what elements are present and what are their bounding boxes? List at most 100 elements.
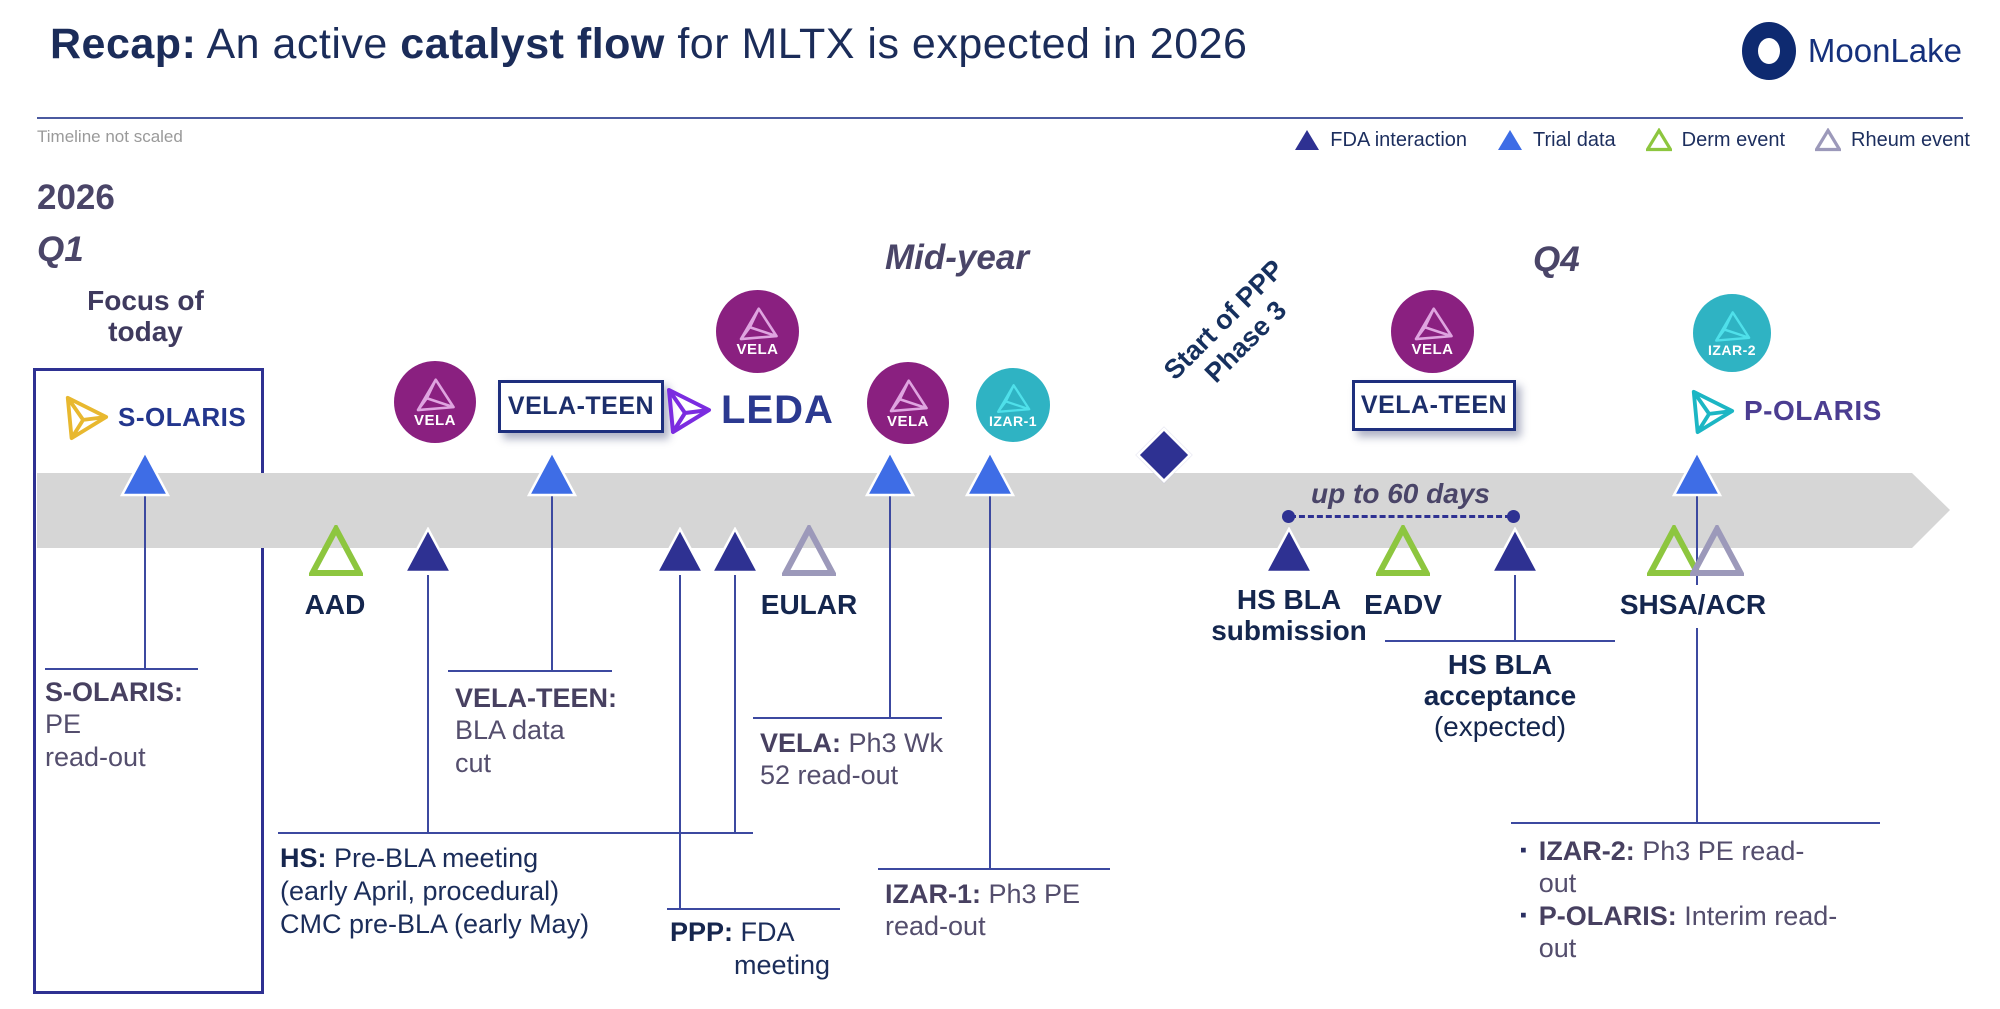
izar1-badge: IZAR-1 bbox=[976, 368, 1050, 442]
rheum-triangle-icon bbox=[1815, 128, 1842, 152]
trial-triangle-polaris bbox=[1672, 450, 1722, 497]
aad-label: AAD bbox=[304, 589, 366, 620]
rheum-triangle-acr bbox=[1690, 525, 1744, 576]
moonlake-ring-icon bbox=[1741, 22, 1796, 80]
fda-triangle-hs2 bbox=[710, 527, 760, 574]
readouts-callout: ▪ IZAR-2: Ph3 PE read-out ▪ P-OLARIS: In… bbox=[1520, 835, 1840, 965]
izar1-callout: IZAR-1: Ph3 PE read-out bbox=[885, 879, 1081, 942]
trial-triangle-velateen bbox=[527, 450, 577, 497]
tetrahedron-icon bbox=[1414, 307, 1453, 341]
shsa-acr-label: SHSA/ACR bbox=[1619, 589, 1767, 620]
dashed-line-dot-left bbox=[1282, 510, 1295, 523]
legend-item-derm: Derm event bbox=[1645, 128, 1785, 152]
stem-ppp bbox=[679, 575, 681, 908]
stem-acceptance bbox=[1514, 575, 1516, 640]
legend-item-fda: FDA interaction bbox=[1294, 128, 1467, 152]
fda-triangle-hs1 bbox=[403, 527, 453, 574]
vela-callout: VELA: Ph3 Wk 52 read-out bbox=[760, 728, 944, 791]
hs-callout: HS: Pre-BLA meeting (early April, proced… bbox=[280, 843, 590, 939]
title-recap: Recap: bbox=[50, 20, 197, 68]
sixty-day-dashed-line bbox=[1290, 515, 1511, 518]
line-ppp bbox=[667, 908, 840, 910]
stem-polaris-upper bbox=[1696, 495, 1698, 585]
tetrahedron-icon bbox=[1715, 310, 1751, 342]
legend-item-trial: Trial data bbox=[1497, 128, 1616, 152]
derm-triangle-icon bbox=[1645, 128, 1672, 152]
vela-badge-4: VELA bbox=[1391, 290, 1474, 373]
stem-hs1 bbox=[427, 575, 429, 832]
izar2-badge: IZAR-2 bbox=[1693, 294, 1771, 372]
vela-badge-2: VELA bbox=[716, 290, 799, 373]
line-vela bbox=[753, 717, 942, 719]
trial-triangle-icon bbox=[1498, 130, 1523, 150]
tetrahedron-icon bbox=[416, 377, 455, 411]
year-label: 2026 bbox=[37, 178, 115, 217]
page-title: Recap: An active catalyst flow for MLTX … bbox=[50, 20, 1248, 68]
fda-triangle-ppp bbox=[655, 527, 705, 574]
polaris-readout-item: ▪ P-OLARIS: Interim read-out bbox=[1520, 900, 1838, 964]
derm-triangle-shsa bbox=[1647, 525, 1701, 576]
eadv-label: EADV bbox=[1364, 589, 1442, 620]
vela-teen-box-1: VELA-TEEN bbox=[498, 380, 664, 433]
s-olaris-name: S-OLARIS bbox=[118, 401, 247, 432]
solaris-callout: S-OLARIS: PE read-out bbox=[45, 677, 183, 772]
fda-triangle-submission bbox=[1264, 527, 1314, 574]
hs-bla-submission-label: HS BLA submission bbox=[1211, 584, 1367, 646]
dashed-line-dot-right bbox=[1507, 510, 1520, 523]
fda-triangle-icon bbox=[1295, 130, 1320, 150]
focus-of-today-label: Focus of today bbox=[87, 285, 204, 347]
fda-triangle-acceptance bbox=[1490, 527, 1540, 574]
trial-triangle-vela bbox=[865, 450, 915, 497]
rheum-triangle-eular bbox=[782, 525, 836, 576]
vela-badge-3: VELA bbox=[867, 362, 949, 444]
tetrahedron-icon bbox=[739, 307, 778, 341]
legend: FDA interaction Trial data Derm event Rh… bbox=[1294, 128, 1970, 152]
line-readouts bbox=[1511, 822, 1880, 824]
trial-triangle-izar1 bbox=[965, 450, 1015, 497]
stem-polaris-lower bbox=[1696, 628, 1698, 822]
stem-izar1 bbox=[989, 495, 991, 868]
p-olaris-program: P-OLARIS bbox=[1688, 386, 1882, 436]
focus-box bbox=[33, 368, 264, 994]
stem-velateen bbox=[551, 495, 553, 670]
hs-bla-acceptance-label: HS BLA acceptance (expected) bbox=[1423, 649, 1577, 742]
p-olaris-logo-icon bbox=[1691, 389, 1735, 435]
leda-name: LEDA bbox=[721, 387, 834, 432]
header-divider bbox=[37, 117, 1963, 119]
line-izar1 bbox=[878, 868, 1110, 870]
up-to-60-days-label: up to 60 days bbox=[1311, 478, 1490, 509]
vela-teen-box-2: VELA-TEEN bbox=[1352, 380, 1516, 431]
s-olaris-program: S-OLARIS bbox=[62, 392, 246, 442]
leda-program: LEDA bbox=[663, 384, 834, 436]
stem-solaris bbox=[144, 495, 146, 668]
timeline-note: Timeline not scaled bbox=[37, 127, 183, 146]
brand-name: MoonLake bbox=[1807, 32, 1962, 69]
derm-triangle-eadv bbox=[1376, 525, 1430, 576]
q1-label: Q1 bbox=[37, 230, 84, 269]
tetrahedron-icon bbox=[889, 378, 928, 412]
q4-label: Q4 bbox=[1533, 240, 1580, 279]
stem-vela bbox=[889, 495, 891, 717]
line-hs bbox=[278, 832, 753, 834]
ppp-callout: PPP: FDA meeting bbox=[670, 917, 831, 980]
velateen-callout: VELA-TEEN: BLA data cut bbox=[455, 683, 617, 778]
line-velateen bbox=[448, 670, 612, 672]
leda-logo-icon bbox=[667, 388, 711, 434]
derm-triangle-aad bbox=[309, 525, 363, 576]
izar2-readout-item: ▪ IZAR-2: Ph3 PE read-out bbox=[1520, 836, 1805, 899]
line-acceptance bbox=[1385, 640, 1615, 642]
s-olaris-logo-icon bbox=[65, 395, 109, 441]
stem-hs2 bbox=[734, 575, 736, 832]
vela-badge-1: VELA bbox=[394, 361, 476, 443]
midyear-label: Mid-year bbox=[885, 238, 1029, 277]
timeline-arrowhead-icon bbox=[1912, 473, 1950, 548]
p-olaris-name: P-OLARIS bbox=[1744, 395, 1882, 426]
start-ppp-label: Start of PPP Phase 3 bbox=[1157, 253, 1293, 389]
line-solaris bbox=[45, 668, 198, 670]
title-catalyst: catalyst flow bbox=[400, 20, 665, 68]
eular-label: EULAR bbox=[760, 589, 858, 620]
legend-item-rheum: Rheum event bbox=[1815, 128, 1970, 152]
brand-logo: MoonLake bbox=[1741, 22, 1962, 80]
tetrahedron-icon bbox=[996, 383, 1031, 413]
